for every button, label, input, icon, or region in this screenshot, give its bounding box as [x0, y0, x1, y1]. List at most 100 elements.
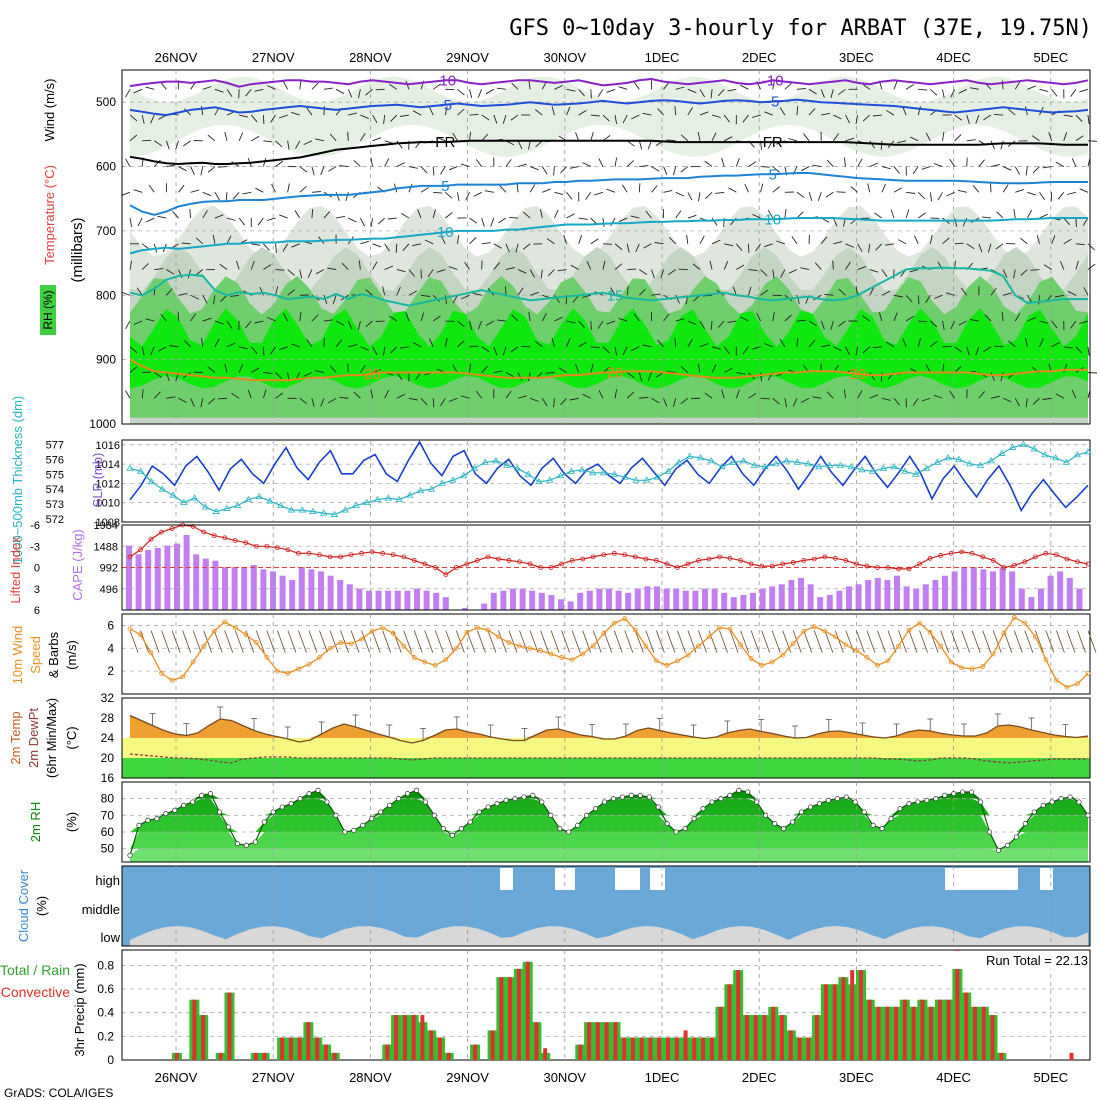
upper-wind-barb	[172, 211, 179, 219]
rh-point	[754, 799, 760, 805]
precip-convective-bar	[280, 1037, 285, 1060]
surface-wind-barb	[971, 630, 981, 653]
upper-wind-barb	[875, 243, 883, 251]
thickness-point	[675, 458, 683, 465]
wind-speed-point	[222, 619, 228, 625]
surface-wind-barb	[813, 630, 823, 653]
precip-convective-bar	[929, 1006, 934, 1060]
upper-wind-barb	[857, 390, 863, 399]
upper-wind-barb	[978, 159, 985, 167]
upper-wind-barb	[651, 185, 658, 193]
upper-wind-barb	[572, 294, 580, 303]
upper-wind-barb	[165, 372, 170, 382]
thickness-point	[1073, 451, 1081, 458]
upper-wind-barb	[510, 346, 519, 353]
upper-wind-barb	[1079, 88, 1089, 93]
upper-wind-barb	[408, 166, 418, 169]
temperature-frame	[121, 697, 1091, 779]
upper-wind-barb	[942, 237, 950, 245]
thickness-point	[330, 510, 339, 517]
upper-wind-barb	[255, 187, 264, 193]
upper-wind-barb	[509, 216, 519, 219]
cape-bar	[1009, 571, 1016, 610]
pressure-tick-600: 600	[96, 160, 116, 174]
cape-bar	[606, 588, 612, 610]
upper-wind-barb	[869, 162, 879, 167]
rh-shade-90	[130, 308, 1088, 389]
upper-wind-barb	[638, 183, 641, 193]
cape-bar	[279, 575, 286, 610]
li-tick-6: 6	[34, 605, 40, 617]
upper-wind-barb	[994, 345, 1004, 348]
rh-point	[199, 792, 205, 798]
precip-convective-bar	[885, 1006, 890, 1060]
surface-wind-barb	[382, 630, 392, 653]
lifted-index-point	[475, 558, 480, 563]
upper-wind-barb	[740, 84, 749, 90]
lifted-index-point	[1032, 554, 1038, 560]
upper-wind-barb	[231, 393, 240, 399]
upper-wind-barb	[254, 88, 264, 92]
surface-wind-barb	[634, 630, 644, 653]
cape-bar	[970, 567, 977, 610]
upper-wind-barb	[575, 363, 580, 373]
upper-wind-barb	[420, 294, 431, 297]
upper-wind-barb	[563, 235, 567, 244]
thickness-tick-575: 575	[46, 469, 64, 481]
upper-wind-barb	[825, 191, 834, 198]
upper-wind-barb	[460, 163, 470, 167]
upper-wind-barb	[990, 395, 1000, 399]
upper-wind-barb	[353, 391, 361, 399]
upper-wind-barb	[715, 191, 725, 194]
upper-wind-barb	[517, 287, 524, 296]
precip-convective-bar	[999, 1052, 1004, 1060]
thickness-point	[556, 472, 565, 479]
upper-wind-barb	[475, 390, 483, 399]
surface-wind-barb	[561, 630, 571, 653]
thickness-point	[416, 486, 425, 494]
wind-tick-6: 6	[107, 618, 114, 632]
wind-speed-point	[832, 634, 838, 640]
upper-wind-barb	[978, 243, 983, 253]
lifted-index-point	[622, 552, 628, 558]
upper-wind-barb	[190, 313, 197, 322]
upper-wind-barb	[631, 346, 640, 352]
upper-wind-barb	[516, 183, 519, 193]
isotherm-label-20: 20	[607, 365, 624, 382]
upper-wind-barb	[384, 158, 390, 167]
isotherm-label-10: 10	[764, 211, 781, 228]
upper-wind-barb	[578, 217, 588, 220]
upper-wind-barb	[456, 192, 460, 202]
surface-wind-barb	[203, 630, 213, 653]
thickness-point	[578, 466, 586, 473]
thickness-point	[653, 473, 662, 480]
upper-wind-barb	[672, 166, 677, 176]
rh-point	[216, 809, 223, 815]
run-total-text: Run Total =	[986, 953, 1056, 968]
upper-wind-barb	[950, 320, 956, 330]
upper-wind-barb	[994, 113, 1004, 116]
upper-wind-barb	[236, 260, 240, 270]
upper-wind-barb	[942, 131, 945, 141]
upper-wind-barb	[405, 80, 410, 90]
cape-bar	[634, 588, 641, 610]
upper-wind-barb	[674, 106, 677, 116]
upper-wind-barb	[554, 191, 564, 196]
rh-point	[852, 799, 858, 805]
surface-wind-barb	[224, 630, 234, 653]
wind-speed-point	[643, 643, 649, 649]
cape-bar	[327, 575, 334, 610]
rh-point	[145, 817, 151, 823]
cape-bar	[932, 580, 939, 610]
slp-frame	[121, 439, 1091, 523]
upper-wind-barb	[881, 397, 891, 401]
upper-wind-barb	[396, 393, 406, 399]
upper-wind-barb	[251, 367, 260, 373]
upper-wind-barb	[820, 236, 828, 245]
upper-wind-barb	[348, 112, 358, 116]
precip-convective-bar	[788, 1030, 793, 1060]
thickness-point	[965, 460, 974, 467]
lifted-index-point	[1075, 559, 1080, 565]
upper-wind-barb	[145, 86, 155, 90]
